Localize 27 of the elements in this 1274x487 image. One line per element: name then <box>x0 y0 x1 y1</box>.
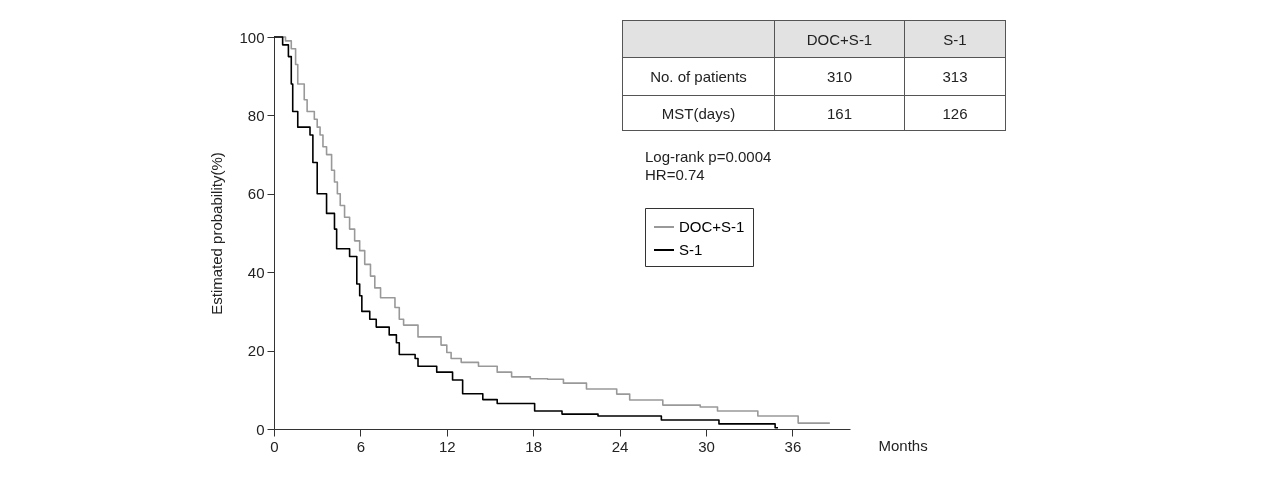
x-tick-label: 6 <box>356 437 366 455</box>
annotation: 310 <box>774 57 905 96</box>
y-tick-label: 60 <box>247 185 265 203</box>
annotation: Log-rank p=0.0004 <box>645 148 772 165</box>
x-tick-label: 30 <box>698 437 715 455</box>
y-tick-label: 40 <box>247 263 265 281</box>
annotation: HR=0.74 <box>645 166 705 183</box>
text: 126 <box>942 104 968 122</box>
y-tick-label: 20 <box>247 342 265 360</box>
annotation: 161 <box>774 95 905 131</box>
y-tick-label: 80 <box>247 106 265 124</box>
legend-label: DOC+S-1 <box>679 218 745 235</box>
x-tick-label: 18 <box>525 437 543 455</box>
x-tick-label: 0 <box>270 437 279 455</box>
annotation: No. of patients <box>622 57 775 96</box>
text: S-1 <box>943 30 967 48</box>
x-tick-label: 36 <box>784 437 802 455</box>
x-tick-label: 24 <box>611 437 629 455</box>
legend-label: S-1 <box>679 241 703 258</box>
x-tick-label: 12 <box>438 437 456 455</box>
text: DOC+S-1 <box>806 30 873 48</box>
text: 313 <box>942 68 968 85</box>
y-tick-label: 0 <box>256 420 265 438</box>
y-axis-title: Estimated probability(%) <box>208 152 226 315</box>
x-axis-title: Months <box>878 436 928 454</box>
annotation: MST(days) <box>622 95 775 131</box>
y-tick-label: 100 <box>239 28 265 46</box>
